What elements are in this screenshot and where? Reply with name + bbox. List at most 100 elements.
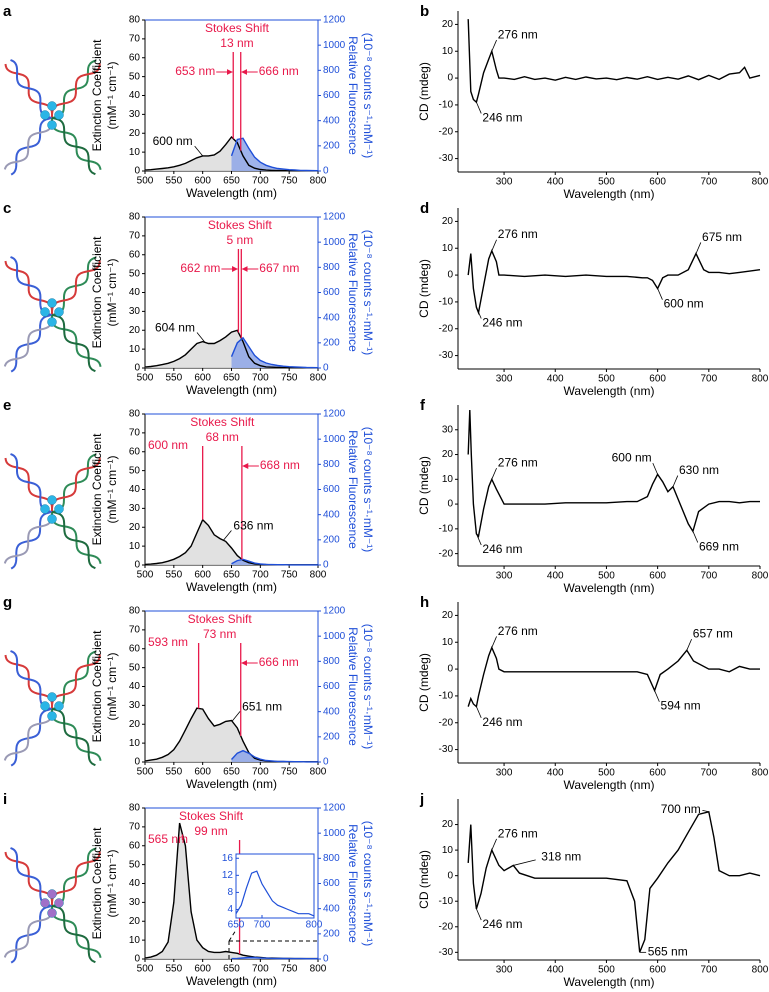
x-tick-label: 750 xyxy=(281,373,298,384)
x-tick-label: 600 xyxy=(649,177,666,188)
x-tick-label: 650 xyxy=(223,767,240,778)
x-tick-label: 650 xyxy=(223,176,240,187)
dna-cartoon xyxy=(54,898,64,908)
y2-axis-label: (10⁻⁸ counts s⁻¹·mM⁻¹) xyxy=(361,230,375,355)
dna-cartoon xyxy=(51,906,102,959)
peak-leader xyxy=(476,908,482,921)
dna-cartoon xyxy=(54,110,64,120)
peak-leader xyxy=(652,462,658,475)
y-tick-label: 0 xyxy=(134,954,140,965)
x-tick-label: 550 xyxy=(165,767,182,778)
dna-cartoon xyxy=(4,457,53,512)
stokes-title: Stokes Shift xyxy=(208,218,273,232)
y-axis-label: (mM⁻¹ cm⁻¹) xyxy=(105,62,119,130)
area xyxy=(231,138,318,171)
x-tick-label: 800 xyxy=(752,768,769,779)
x-tick-label: 550 xyxy=(165,373,182,384)
line xyxy=(467,810,761,953)
y-tick-label: 50 xyxy=(129,268,141,279)
dna-cartoon xyxy=(51,709,102,762)
y2-tick-label: 1000 xyxy=(323,828,346,839)
x-tick-label: 800 xyxy=(310,176,327,187)
y-tick-label: -20 xyxy=(439,323,454,334)
x-tick-label: 400 xyxy=(547,768,564,779)
peak-label: 600 nm xyxy=(153,134,193,148)
dna-cartoon xyxy=(51,650,97,710)
x-tick-label: 600 xyxy=(194,570,211,581)
dna-cartoon xyxy=(40,504,50,514)
y-tick-label: 20 xyxy=(129,522,141,533)
x-axis-label: Wavelength (nm) xyxy=(564,384,655,398)
y-axis-label: Extinction Coefficient xyxy=(90,236,104,349)
dna-cartoon xyxy=(51,453,97,513)
x-tick-label: 750 xyxy=(281,964,298,975)
peak-label: 636 nm xyxy=(233,518,273,532)
x-axis-label: Wavelength (nm) xyxy=(186,580,277,594)
y-axis-label: Extinction Coefficient xyxy=(90,39,104,152)
dna-cartoon xyxy=(3,709,53,761)
y2-tick-label: 400 xyxy=(323,509,340,520)
y-tick-label: -20 xyxy=(439,921,454,932)
y-tick-label: 0 xyxy=(134,166,140,177)
y-tick-label: 20 xyxy=(129,325,141,336)
peak-label: 600 nm xyxy=(664,297,704,311)
x-tick-label: 500 xyxy=(598,571,615,582)
y-tick-label: 20 xyxy=(442,216,454,227)
y-tick-label: 10 xyxy=(442,46,454,57)
peak-label: 246 nm xyxy=(482,917,522,931)
y-tick-label: 80 xyxy=(129,606,141,617)
dna-cartoon xyxy=(54,701,64,711)
x-tick-label: 700 xyxy=(252,570,269,581)
inset-x-tick-label: 800 xyxy=(306,920,323,931)
peak-leader xyxy=(491,838,497,851)
peak-label: 651 nm xyxy=(242,699,282,713)
line xyxy=(144,135,318,172)
dna-cartoon xyxy=(51,59,97,119)
dna-cartoon xyxy=(47,298,57,308)
dna-cartoon xyxy=(10,453,53,513)
x-tick-label: 550 xyxy=(165,964,182,975)
x-tick-label: 500 xyxy=(598,374,615,385)
y-axis-label: CD (mdeg) xyxy=(417,259,431,318)
y2-tick-label: 200 xyxy=(323,337,340,348)
y2-tick-label: 1000 xyxy=(323,631,346,642)
y-tick-label: 30 xyxy=(129,503,141,514)
y2-tick-label: 1200 xyxy=(323,212,346,223)
x-tick-label: 800 xyxy=(310,373,327,384)
peak-label: 675 nm xyxy=(702,230,742,244)
dna-cartoon xyxy=(10,905,53,964)
dna-cartoon xyxy=(51,847,97,907)
peak-leader xyxy=(476,533,482,546)
x-tick-label: 800 xyxy=(752,177,769,188)
inset-x-tick-label: 650 xyxy=(228,920,245,931)
x-tick-label: 650 xyxy=(223,964,240,975)
area xyxy=(231,337,318,368)
x-tick-label: 750 xyxy=(281,767,298,778)
x-tick-label: 700 xyxy=(252,767,269,778)
y-tick-label: 20 xyxy=(129,128,141,139)
y2-tick-label: 800 xyxy=(323,262,340,273)
marker-label: 666 nm xyxy=(259,655,299,669)
x-tick-label: 400 xyxy=(547,374,564,385)
y-tick-label: 50 xyxy=(129,71,141,82)
x-axis-label: Wavelength (nm) xyxy=(564,975,655,989)
y2-tick-label: 200 xyxy=(323,731,340,742)
dna-cartoon xyxy=(3,118,53,170)
x-tick-label: 700 xyxy=(700,768,717,779)
y-axis-label: CD (mdeg) xyxy=(417,653,431,712)
y-axis-label: CD (mdeg) xyxy=(417,850,431,909)
y2-tick-label: 1200 xyxy=(323,15,346,26)
y-tick-label: 0 xyxy=(134,560,140,571)
dna-cartoon xyxy=(3,906,53,958)
peak-label: 246 nm xyxy=(482,715,522,729)
y2-axis-label: (10⁻⁸ counts s⁻¹·mM⁻¹) xyxy=(361,427,375,552)
x-tick-label: 600 xyxy=(194,373,211,384)
y2-tick-label: 1200 xyxy=(323,409,346,420)
y2-axis-label: (10⁻⁸ counts s⁻¹·mM⁻¹) xyxy=(361,624,375,749)
y2-tick-label: 800 xyxy=(323,65,340,76)
y-tick-label: 40 xyxy=(129,878,141,889)
y-tick-label: 40 xyxy=(129,484,141,495)
x-tick-label: 800 xyxy=(752,965,769,976)
x-axis-label: Wavelength (nm) xyxy=(564,778,655,792)
y2-tick-label: 0 xyxy=(323,560,329,571)
